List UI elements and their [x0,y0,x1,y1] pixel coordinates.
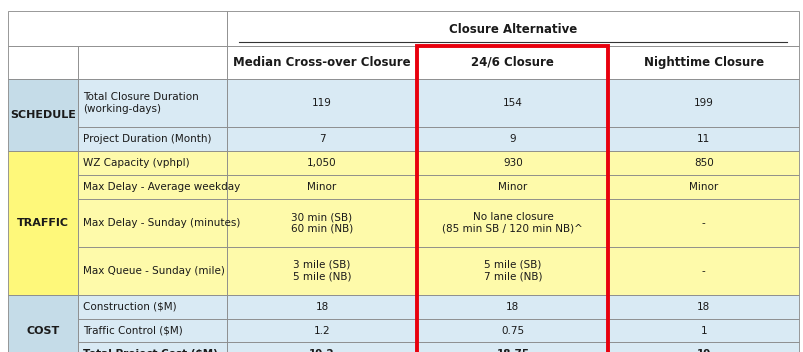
Text: COST: COST [26,326,59,335]
Text: WZ Capacity (vphpl): WZ Capacity (vphpl) [84,158,190,168]
Bar [608,151,798,175]
Bar [608,46,798,79]
Bar [78,295,226,319]
Bar [78,79,226,127]
Bar [608,295,798,319]
Bar [78,319,226,342]
Text: 119: 119 [312,98,332,108]
Bar [226,319,417,342]
Bar [78,199,226,247]
Text: Closure Alternative: Closure Alternative [448,24,577,36]
Text: Total Project Cost ($M): Total Project Cost ($M) [84,350,218,352]
Text: 24/6 Closure: 24/6 Closure [471,56,553,69]
Bar [226,79,417,127]
Text: Max Queue - Sunday (mile): Max Queue - Sunday (mile) [84,266,225,276]
Bar [78,46,226,79]
Text: Minor: Minor [498,182,527,192]
Bar [78,175,226,199]
Text: Minor: Minor [688,182,718,192]
Bar [417,79,608,127]
Text: 30 min (SB)
60 min (NB): 30 min (SB) 60 min (NB) [291,212,353,234]
Text: Median Cross-over Closure: Median Cross-over Closure [233,56,410,69]
Bar [226,151,417,175]
Bar [8,46,78,79]
Bar [608,247,798,295]
Text: 1: 1 [699,326,706,335]
Text: 3 mile (SB)
5 mile (NB): 3 mile (SB) 5 mile (NB) [292,260,351,282]
Bar [417,175,608,199]
Text: 19.2: 19.2 [309,350,334,352]
Text: Project Duration (Month): Project Duration (Month) [84,134,212,144]
Bar [226,199,417,247]
Bar [8,151,78,295]
Bar [226,295,417,319]
Bar [417,46,608,352]
Text: 0.75: 0.75 [501,326,524,335]
Text: Max Delay - Sunday (minutes): Max Delay - Sunday (minutes) [84,218,240,228]
Text: 930: 930 [503,158,522,168]
Text: TRAFFIC: TRAFFIC [17,218,69,228]
Text: Max Delay - Average weekday: Max Delay - Average weekday [84,182,240,192]
Text: SCHEDULE: SCHEDULE [10,110,75,120]
Text: 18: 18 [315,302,328,312]
Bar [226,175,417,199]
Bar [226,247,417,295]
Bar [226,342,417,352]
Bar [226,127,417,151]
Text: 18: 18 [506,302,519,312]
Bar [226,46,417,79]
Text: 18: 18 [696,302,710,312]
Text: Total Closure Duration
(working-days): Total Closure Duration (working-days) [84,92,199,114]
Text: Nighttime Closure: Nighttime Closure [643,56,763,69]
Text: -: - [701,266,705,276]
Text: Traffic Control ($M): Traffic Control ($M) [84,326,183,335]
Bar [417,46,608,79]
Text: 1,050: 1,050 [307,158,336,168]
Bar [8,79,78,151]
Text: 18.75: 18.75 [495,350,529,352]
Bar [608,319,798,342]
Bar [417,319,608,342]
Bar [417,342,608,352]
Text: 154: 154 [503,98,522,108]
Bar [78,127,226,151]
Bar [78,247,226,295]
Text: -: - [701,218,705,228]
Bar [608,79,798,127]
Text: Minor: Minor [307,182,336,192]
Bar [417,295,608,319]
Bar [608,199,798,247]
Text: No lane closure
(85 min SB / 120 min NB)^: No lane closure (85 min SB / 120 min NB)… [442,212,583,234]
Bar [78,151,226,175]
Text: 1.2: 1.2 [313,326,330,335]
Text: Construction ($M): Construction ($M) [84,302,177,312]
Bar [417,127,608,151]
Bar [417,151,608,175]
Bar [417,199,608,247]
Text: 19: 19 [695,350,710,352]
Bar [608,127,798,151]
Text: 11: 11 [696,134,710,144]
Text: 7: 7 [318,134,325,144]
Bar [417,247,608,295]
Bar [8,11,226,46]
Bar [226,11,798,46]
Text: 850: 850 [693,158,713,168]
Bar [78,342,226,352]
Bar [608,175,798,199]
Text: 9: 9 [509,134,516,144]
Bar [8,295,78,352]
Text: 5 mile (SB)
7 mile (NB): 5 mile (SB) 7 mile (NB) [483,260,541,282]
Text: 199: 199 [693,98,713,108]
Bar [608,342,798,352]
